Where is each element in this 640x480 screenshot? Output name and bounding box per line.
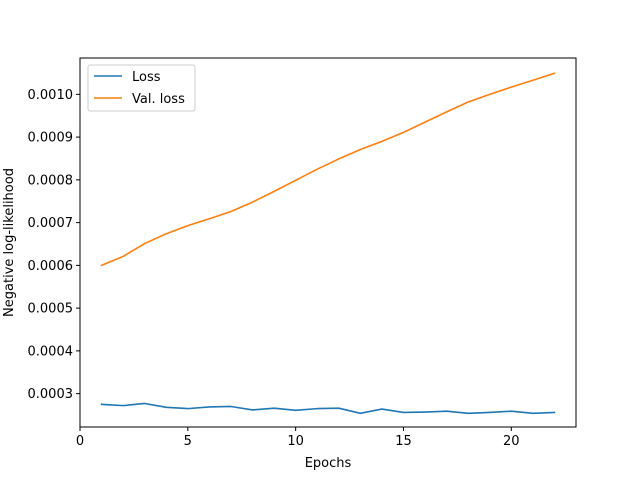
y-tick-label: 0.0010 — [28, 88, 74, 103]
x-tick-label: 10 — [287, 434, 304, 449]
y-tick-label: 0.0009 — [28, 131, 74, 146]
y-tick-label: 0.0008 — [28, 173, 74, 188]
series-line-loss — [100, 402, 556, 415]
series-layer — [100, 72, 556, 415]
y-tick-label: 0.0004 — [28, 344, 74, 359]
x-tick-label: 15 — [395, 434, 412, 449]
y-tick-label: 0.0007 — [28, 216, 74, 231]
y-tick-label: 0.0003 — [28, 387, 74, 402]
x-tick-label: 20 — [503, 434, 520, 449]
x-tick-label: 5 — [184, 434, 192, 449]
legend-label-val-loss: Val. loss — [132, 92, 185, 107]
series-line-val-loss — [100, 72, 556, 267]
x-axis: 0 5 10 15 20 — [76, 427, 520, 449]
y-tick-label: 0.0006 — [28, 259, 74, 274]
x-axis-label: Epochs — [305, 456, 352, 471]
y-tick-label: 0.0005 — [28, 302, 74, 317]
y-axis: 0.0003 0.0004 0.0005 0.0006 0.0007 0.0008 0.00… — [28, 88, 80, 402]
x-tick-label: 0 — [76, 434, 84, 449]
legend-label-loss: Loss — [132, 70, 161, 85]
y-axis-label: Negative log-likelihood — [2, 168, 17, 317]
legend: Loss Val. loss — [87, 64, 196, 112]
plot-frame — [79, 57, 577, 428]
